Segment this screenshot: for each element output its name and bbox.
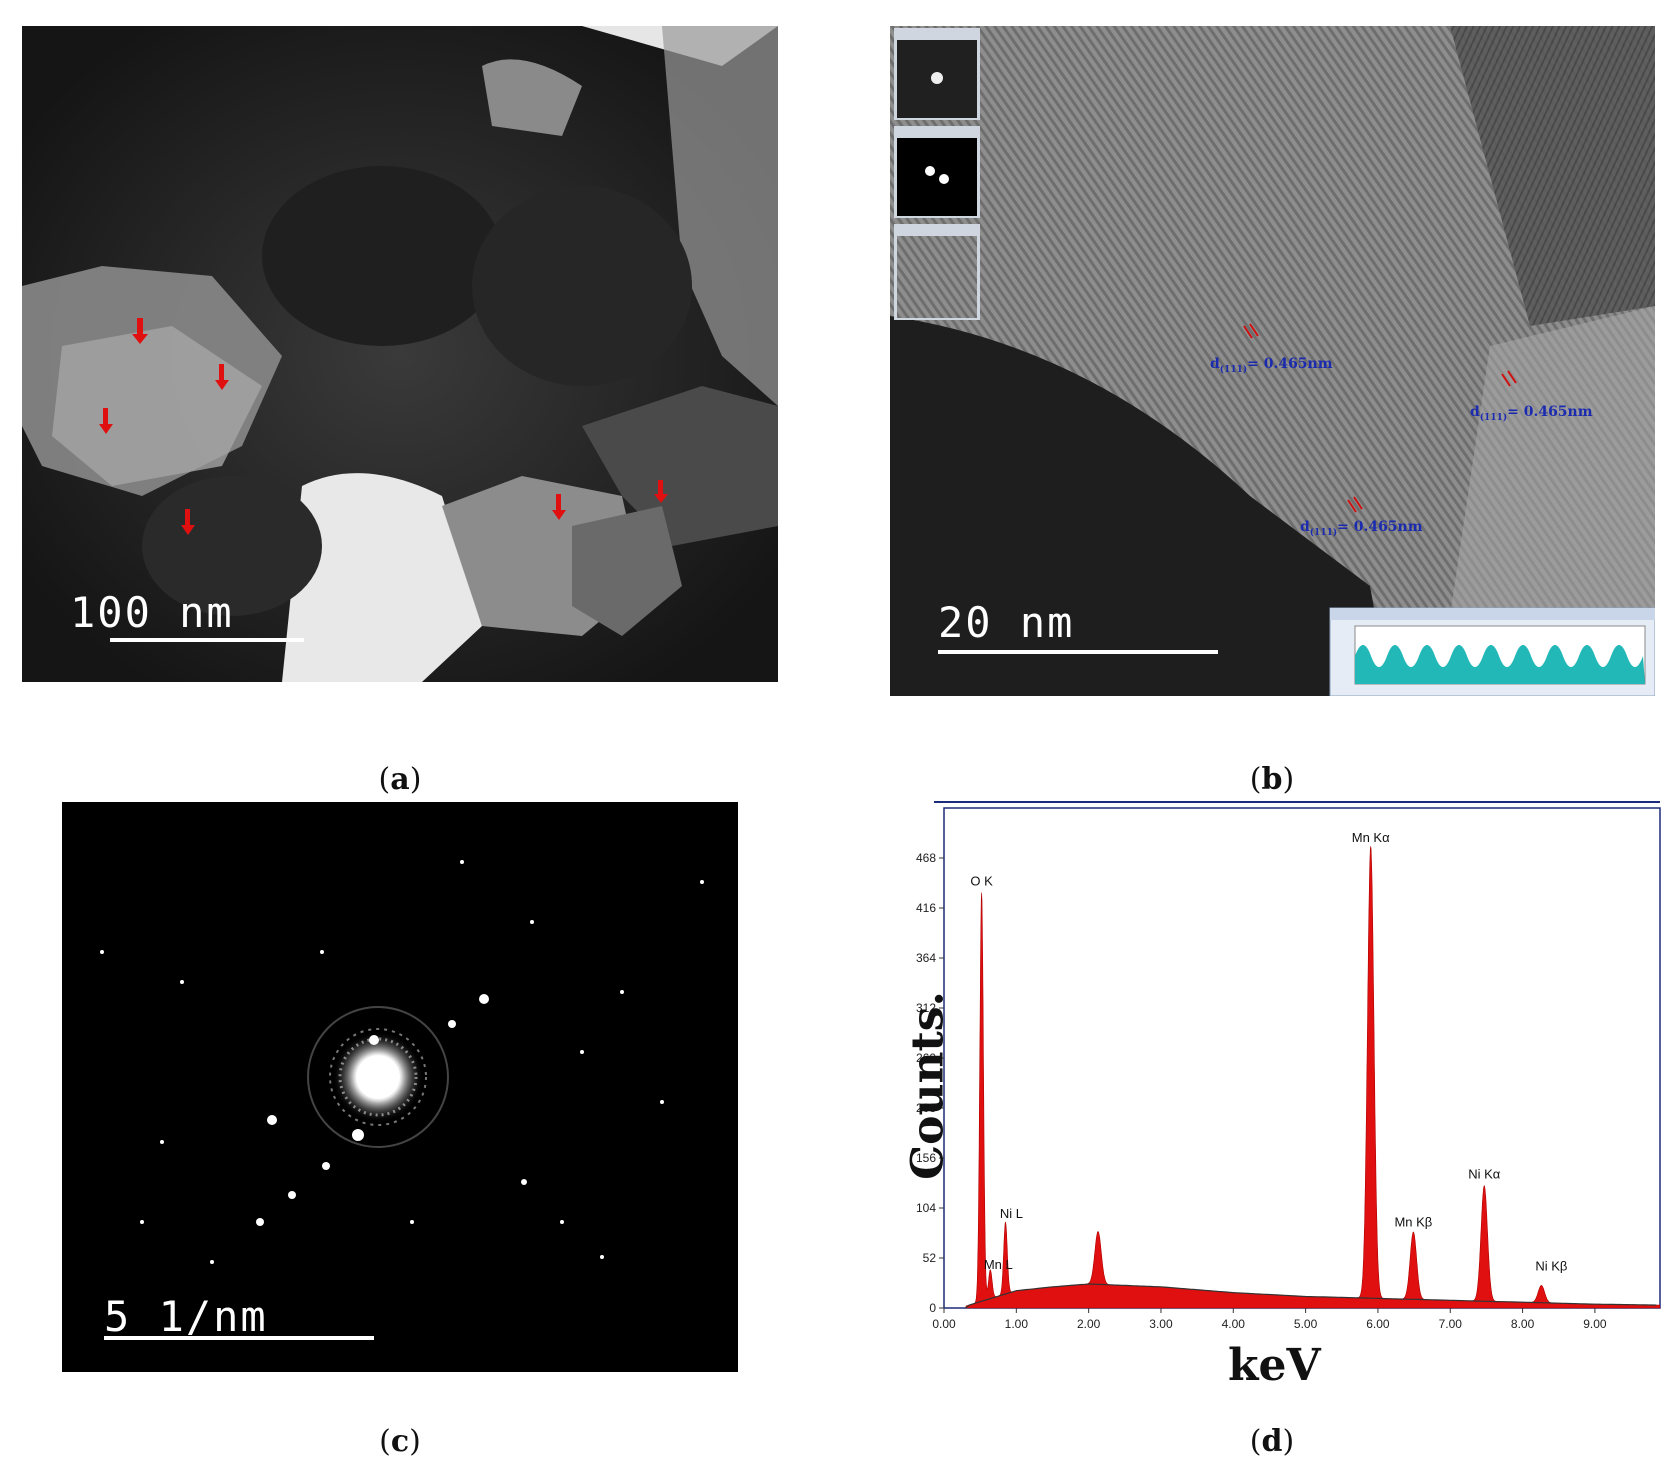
peak-label: Ni L xyxy=(1000,1206,1023,1221)
y-tick-label: 208 xyxy=(916,1101,936,1115)
y-tick-label: 416 xyxy=(916,901,936,915)
scale-label-a: 100 nm xyxy=(70,588,234,637)
caption-d: (d) xyxy=(1249,1424,1295,1459)
y-tick-label: 156 xyxy=(916,1151,936,1165)
fft-inset-windows xyxy=(894,28,980,320)
lattice-label-2: d(111)= 0.465nm xyxy=(1470,404,1593,423)
spectrum-area xyxy=(965,846,1661,1309)
x-tick-label: 4.00 xyxy=(1222,1317,1246,1331)
eds-chart: 0.00 1.00 2.00 3.00 4.00 5.00 6.00 7.00 8.00 9.00… xyxy=(916,801,1661,1331)
lattice-label-3: d(111)= 0.465nm xyxy=(1300,519,1423,538)
tem-micrograph xyxy=(22,26,778,682)
y-tick-label: 364 xyxy=(916,951,936,965)
red-arrow-markers xyxy=(99,318,668,535)
panel-b-hrtem-image: d(111)= 0.465nm d(111)= 0.465nm d(111)= … xyxy=(890,26,1655,696)
hrtem-micrograph xyxy=(890,26,1655,696)
scale-label-b: 20 nm xyxy=(938,598,1075,647)
x-tick-label: 2.00 xyxy=(1077,1317,1101,1331)
x-tick-label: 5.00 xyxy=(1294,1317,1318,1331)
peak-label: Ni Kα xyxy=(1468,1167,1501,1182)
peak-label: Mn Kα xyxy=(1352,830,1390,845)
plot-frame xyxy=(943,807,1661,1309)
x-tick-label: 6.00 xyxy=(1366,1317,1390,1331)
scale-label-c: 5 1/nm xyxy=(104,1292,268,1341)
panel-a-tem-image: 100 nm xyxy=(22,26,778,682)
scale-bar-c xyxy=(104,1336,374,1340)
scale-bar-b xyxy=(938,650,1218,654)
caption-a: (a) xyxy=(378,762,422,797)
y-tick-label: 104 xyxy=(916,1201,936,1215)
lattice-label-1: d(111)= 0.465nm xyxy=(1210,356,1333,375)
caption-b: (b) xyxy=(1249,762,1295,797)
y-tick-label: 0 xyxy=(929,1301,936,1315)
diffraction-pattern xyxy=(62,802,738,1372)
peak-label: O K xyxy=(970,873,993,888)
panel-d-eds-spectrum: 0.00 1.00 2.00 3.00 4.00 5.00 6.00 7.00 8.00 9.00… xyxy=(888,800,1668,1410)
scale-bar-a xyxy=(110,638,304,642)
x-tick-label: 8.00 xyxy=(1511,1317,1535,1331)
x-tick-label: 1.00 xyxy=(1005,1317,1029,1331)
x-tick-label: 9.00 xyxy=(1583,1317,1607,1331)
panel-c-saed-pattern: 5 1/nm xyxy=(62,802,738,1372)
x-tick-label: 7.00 xyxy=(1439,1317,1463,1331)
peak-label: Mn Kβ xyxy=(1394,1215,1432,1230)
caption-c: (c) xyxy=(379,1424,421,1459)
lattice-spacing-markers xyxy=(1243,323,1517,513)
y-axis-label: Counts. xyxy=(902,991,954,1180)
x-axis-label: keV xyxy=(1228,1340,1321,1391)
peak-label: Mn L xyxy=(984,1257,1013,1272)
y-tick-label: 260 xyxy=(916,1051,936,1065)
y-tick-label: 468 xyxy=(916,851,936,865)
y-tick-label: 52 xyxy=(923,1251,937,1265)
y-tick-label: 312 xyxy=(916,1001,936,1015)
x-tick-label: 0.00 xyxy=(932,1317,956,1331)
intensity-profile-inset xyxy=(1329,607,1655,696)
diffraction-spots xyxy=(100,860,704,1264)
background-fit-line xyxy=(965,1283,1657,1309)
x-tick-label: 3.00 xyxy=(1149,1317,1173,1331)
peak-label: Ni Kβ xyxy=(1535,1259,1567,1274)
